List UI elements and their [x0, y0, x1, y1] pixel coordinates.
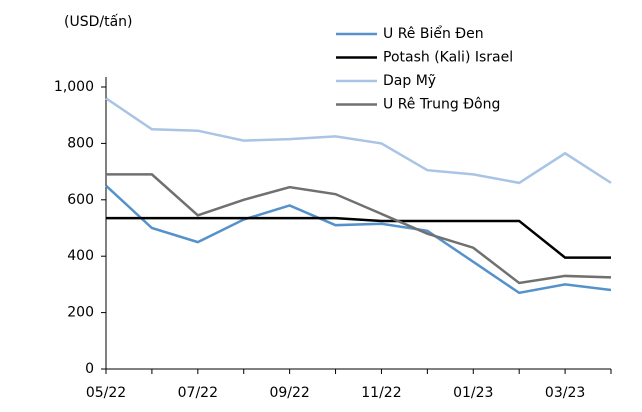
series-line — [105, 97, 612, 185]
series-line — [106, 173, 612, 285]
y-tick-label: 800 — [67, 135, 94, 151]
y-tick-label: 0 — [85, 361, 94, 377]
y-tick-label: 400 — [67, 248, 94, 264]
legend-label: U Rê Biển Đen — [383, 25, 484, 42]
legend-label: Dap Mỹ — [383, 73, 436, 89]
x-tick-label: 09/22 — [269, 385, 309, 401]
x-tick-label: 03/23 — [545, 385, 585, 401]
x-tick-label: 01/23 — [453, 385, 493, 401]
y-tick-label: 200 — [67, 305, 94, 321]
legend-label: Potash (Kali) Israel — [383, 50, 513, 66]
y-tick-label: 1,000 — [54, 79, 94, 95]
legend-label: U Rê Trung Đông — [383, 97, 500, 113]
series-line — [106, 216, 611, 259]
x-tick-label: 05/22 — [86, 385, 126, 401]
series-line — [105, 184, 612, 295]
y-axis-label: (USD/tấn) — [64, 14, 133, 30]
x-tick-label: 11/22 — [361, 385, 401, 401]
x-tick-label: 07/22 — [178, 385, 218, 401]
y-tick-label: 600 — [67, 192, 94, 208]
